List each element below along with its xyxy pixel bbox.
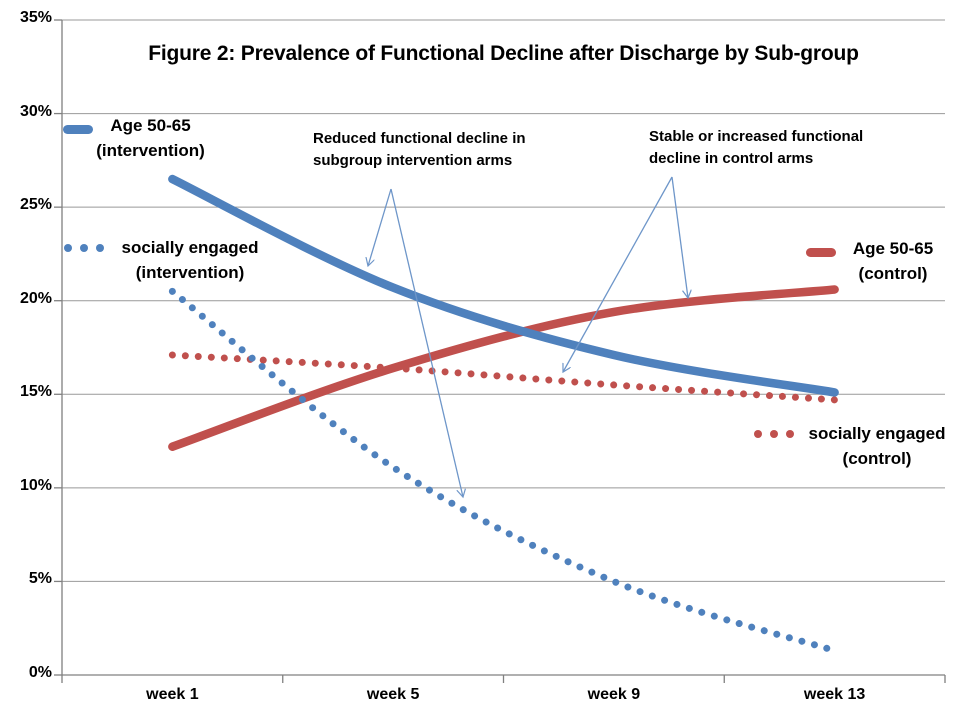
y-tick-label: 15% [19,383,52,401]
chart-title: Figure 2: Prevalence of Functional Decli… [148,42,859,65]
y-tick-label: 10% [19,476,52,494]
y-tick-label: 0% [28,664,52,681]
y-tick-label: 20% [19,289,52,307]
callout-arrow [390,188,463,497]
legend-label-line: socially engaged [808,424,946,443]
x-tick-label: week 5 [366,686,420,703]
legend-swatch-age-control [806,248,836,257]
y-tick-label: 35% [19,9,52,26]
callout-arrow [563,176,673,372]
annotation-line: decline in control arms [649,150,814,167]
legend-label-line: (intervention) [96,141,205,160]
series-line-2 [168,285,839,451]
legend-label-line: (control) [858,264,928,283]
annotation-line: subgroup intervention arms [313,152,513,169]
legend-swatch-socially-control [754,430,794,438]
legend-label-line: (intervention) [135,263,245,282]
x-tick-label: week 1 [146,686,199,703]
x-tick-label: week 9 [587,686,641,703]
callout-arrow [671,176,688,298]
annotation-line: Reduced functional decline in [313,130,526,147]
y-tick-label: 25% [19,196,52,214]
series-line-1 [168,287,839,655]
legend-label-line: Age 50-65 [852,239,934,258]
legend-label-age-control: Age 50-65 (control) [838,236,948,286]
annotation-line: Stable or increased functional [649,128,864,145]
legend-label-line: socially engaged [121,238,259,257]
y-tick-label: 5% [28,570,52,588]
legend-label-age-intervention: Age 50-65 (intervention) [58,113,243,163]
y-tick-label: 30% [19,102,52,120]
legend-label-line: Age 50-65 [110,116,191,135]
legend-swatch-socially-intervention [64,244,104,252]
legend-label-line: (control) [842,449,912,468]
annotation-intervention: Reduced functional decline in subgroup i… [313,128,526,172]
x-tick-label: week 13 [803,686,866,703]
annotation-control: Stable or increased functional decline i… [649,126,863,170]
legend-label-socially-control: socially engaged (control) [797,421,957,471]
legend-label-socially-intervention: socially engaged (intervention) [105,235,275,285]
callout-arrow [368,188,392,266]
legend-swatch-age-intervention [63,125,93,134]
series-line-0 [168,174,839,397]
